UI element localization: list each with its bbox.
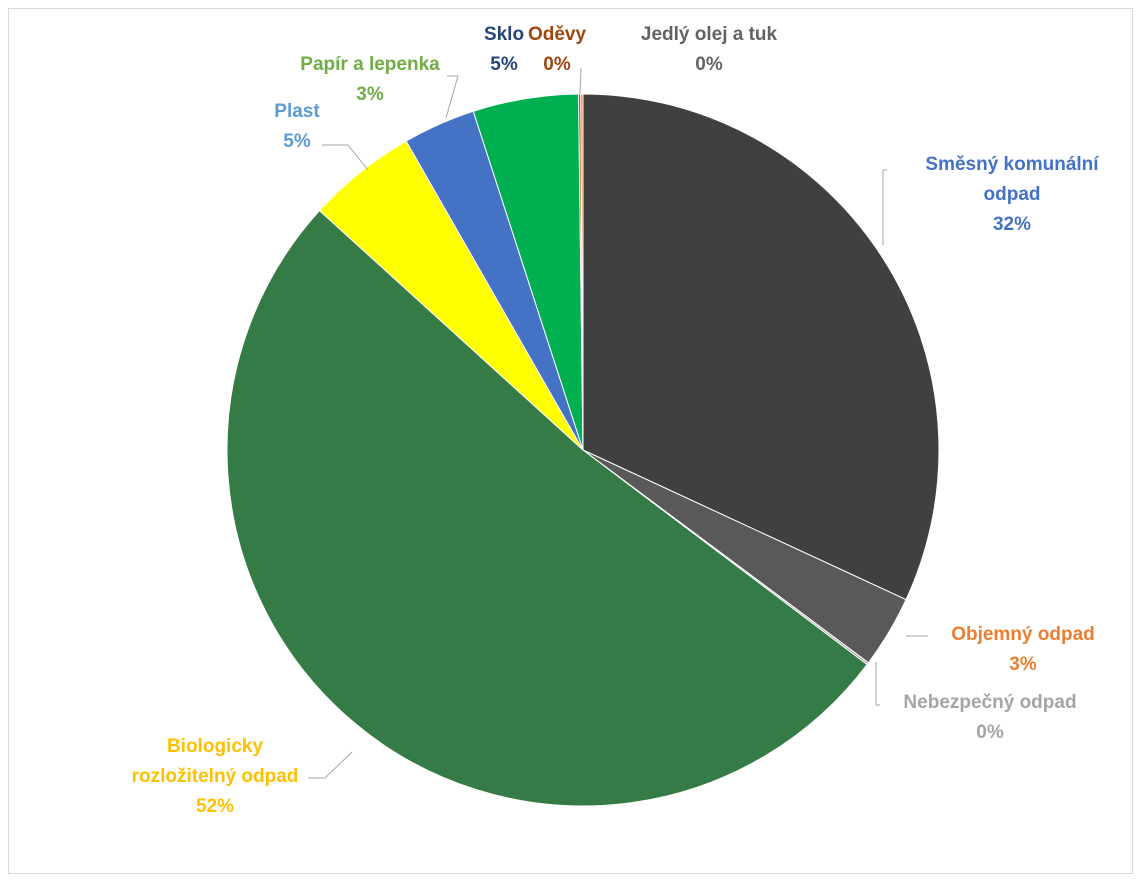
data-label-percent-7: 0% — [543, 54, 571, 75]
data-label-name-4: Plast — [274, 101, 320, 122]
data-label-name-5: Papír a lepenka — [300, 54, 440, 75]
data-label-percent-3: 52% — [196, 796, 234, 817]
data-label-name-6: Sklo — [484, 24, 524, 45]
data-label-name-0: odpad — [984, 184, 1041, 205]
leader-line-4 — [322, 144, 369, 171]
pie-slice-8 — [580, 93, 584, 451]
data-label-percent-8: 0% — [695, 54, 723, 75]
leader-line-2 — [875, 662, 880, 706]
data-label-name-3: rozložitelný odpad — [132, 766, 299, 787]
data-label-percent-4: 5% — [283, 131, 311, 152]
leader-line-3 — [308, 751, 353, 779]
data-label-name-8: Jedlý olej a tuk — [641, 24, 778, 45]
data-label-name-7: Oděvy — [528, 24, 587, 45]
data-label-name-3: Biologicky — [167, 736, 264, 757]
leader-line-5 — [445, 75, 459, 119]
pie-slice-0 — [582, 93, 940, 601]
data-label-percent-5: 3% — [356, 84, 384, 105]
data-label-name-0: Směsný komunální — [925, 154, 1099, 175]
pie-slice-3 — [226, 209, 868, 807]
data-label-percent-6: 5% — [490, 54, 518, 75]
data-label-percent-2: 0% — [976, 722, 1004, 743]
data-label-name-2: Nebezpečný odpad — [903, 692, 1076, 713]
data-label-percent-0: 32% — [993, 214, 1031, 235]
leader-line-0 — [882, 169, 887, 245]
data-label-name-1: Objemný odpad — [951, 624, 1095, 645]
data-label-percent-1: 3% — [1009, 654, 1037, 675]
leader-line-7 — [579, 67, 582, 95]
